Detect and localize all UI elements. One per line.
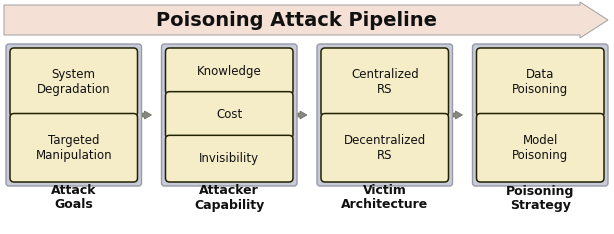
Text: Model
Poisoning: Model Poisoning	[512, 134, 569, 162]
FancyBboxPatch shape	[321, 48, 448, 117]
Text: Centralized
RS: Centralized RS	[351, 68, 419, 96]
Text: Attack
Goals: Attack Goals	[51, 184, 96, 212]
Text: Poisoning Attack Pipeline: Poisoning Attack Pipeline	[155, 11, 437, 29]
FancyBboxPatch shape	[10, 113, 138, 182]
FancyArrow shape	[298, 111, 307, 119]
Text: Invisibility: Invisibility	[199, 152, 259, 165]
Polygon shape	[4, 2, 608, 38]
FancyBboxPatch shape	[321, 113, 448, 182]
Text: Poisoning
Strategy: Poisoning Strategy	[506, 184, 575, 212]
FancyBboxPatch shape	[166, 92, 293, 138]
FancyBboxPatch shape	[10, 48, 138, 117]
FancyBboxPatch shape	[473, 44, 608, 186]
FancyBboxPatch shape	[166, 135, 293, 182]
Text: Victim
Architecture: Victim Architecture	[341, 184, 429, 212]
FancyArrow shape	[142, 111, 152, 119]
Text: Knowledge: Knowledge	[197, 65, 262, 78]
Text: Targeted
Manipulation: Targeted Manipulation	[36, 134, 112, 162]
FancyArrow shape	[454, 111, 462, 119]
FancyBboxPatch shape	[476, 113, 604, 182]
FancyBboxPatch shape	[476, 48, 604, 117]
FancyBboxPatch shape	[161, 44, 297, 186]
Text: Decentralized
RS: Decentralized RS	[344, 134, 426, 162]
FancyBboxPatch shape	[6, 44, 141, 186]
FancyBboxPatch shape	[166, 48, 293, 95]
Text: Cost: Cost	[216, 109, 243, 121]
FancyBboxPatch shape	[317, 44, 453, 186]
Text: Data
Poisoning: Data Poisoning	[512, 68, 569, 96]
Text: Attacker
Capability: Attacker Capability	[194, 184, 265, 212]
Text: System
Degradation: System Degradation	[37, 68, 111, 96]
